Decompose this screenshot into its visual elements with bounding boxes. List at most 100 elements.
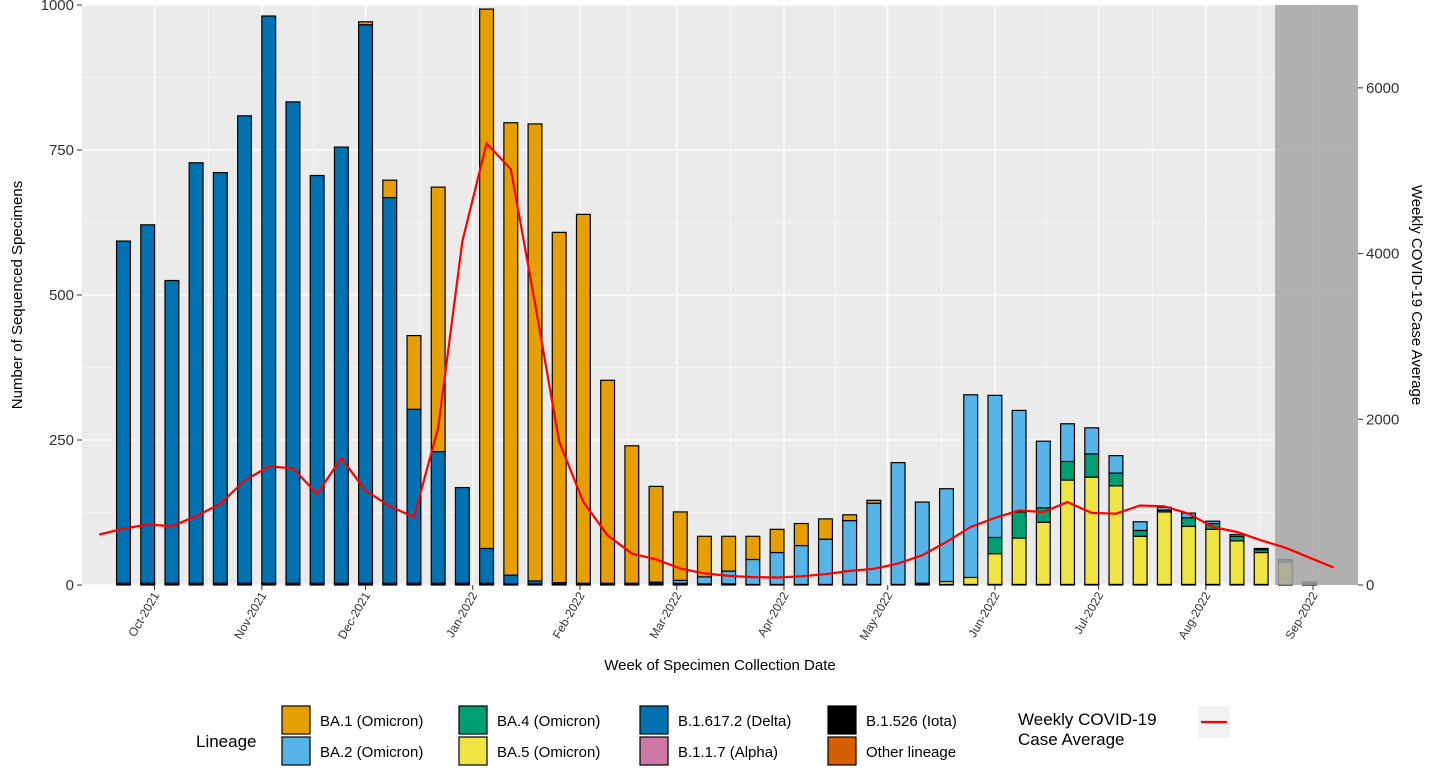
bar-segment bbox=[1060, 423, 1076, 463]
x-tick-label: Mar-2022 bbox=[647, 589, 685, 641]
bar-segment bbox=[1253, 547, 1269, 551]
bar-segment bbox=[1060, 479, 1076, 586]
bar-segment bbox=[1181, 517, 1197, 528]
bar-segment bbox=[479, 8, 495, 550]
bar-segment bbox=[1181, 525, 1197, 586]
y-axis-title: Number of Sequenced Specimens bbox=[9, 181, 26, 409]
bar-segment bbox=[721, 570, 737, 585]
bar-segment bbox=[987, 394, 1003, 539]
y-tick-label: 0 bbox=[66, 577, 74, 594]
bar-segment bbox=[600, 379, 616, 584]
x-tick-label: Jan-2022 bbox=[443, 589, 480, 640]
legend-swatch bbox=[639, 736, 669, 766]
bar-segment bbox=[1084, 453, 1100, 478]
y2-tick-label: 2000 bbox=[1366, 411, 1399, 428]
bar-segment bbox=[237, 115, 253, 584]
bar-segment bbox=[745, 558, 761, 586]
bar-segment bbox=[1253, 551, 1269, 586]
bar-segment bbox=[793, 522, 809, 547]
x-tick-label: Sep-2022 bbox=[1282, 589, 1320, 641]
bar-segment bbox=[309, 174, 325, 584]
bar-segment bbox=[1108, 455, 1124, 474]
y2-tick-label: 0 bbox=[1366, 577, 1374, 594]
bar-segment bbox=[769, 551, 785, 586]
bar-segment bbox=[866, 499, 882, 504]
bar-segment bbox=[358, 24, 374, 584]
bar-segment bbox=[1084, 476, 1100, 586]
bar-segment bbox=[1229, 540, 1245, 586]
bar-segment bbox=[938, 488, 955, 583]
y2-axis-ticks: 0 2000 4000 6000 bbox=[1358, 80, 1399, 594]
bar-segment bbox=[842, 520, 858, 586]
x-tick-label: Jul-2022 bbox=[1071, 589, 1106, 636]
bar-segment bbox=[454, 486, 470, 584]
x-tick-label: Apr-2022 bbox=[755, 589, 792, 639]
legend-label: BA.5 (Omicron) bbox=[497, 744, 600, 761]
bar-segment bbox=[696, 576, 712, 585]
y-tick-label: 500 bbox=[49, 287, 74, 304]
bar-segment bbox=[1035, 521, 1051, 586]
legend-swatch bbox=[827, 705, 857, 735]
legend-swatch bbox=[827, 736, 857, 766]
legend-line-label-part: Weekly COVID-19 bbox=[1018, 710, 1157, 729]
bar-segment bbox=[842, 514, 858, 522]
legend-label: BA.4 (Omicron) bbox=[497, 713, 600, 730]
bar-segment bbox=[285, 101, 301, 584]
legend-label: Other lineage bbox=[866, 744, 956, 761]
bar-segment bbox=[575, 213, 591, 584]
bar-segment bbox=[648, 485, 664, 583]
bar-segment bbox=[382, 196, 398, 584]
x-tick-label: Aug-2022 bbox=[1175, 589, 1213, 641]
bar-segment bbox=[817, 538, 833, 586]
bar-segment bbox=[1011, 537, 1027, 586]
bar-segment bbox=[1060, 460, 1076, 481]
legend-line-label: Weekly COVID-19 Case Average bbox=[1018, 710, 1157, 749]
bar-segment bbox=[1011, 511, 1027, 539]
x-tick-label: Dec-2021 bbox=[335, 589, 373, 641]
bar-segment bbox=[745, 535, 761, 561]
bar-segment bbox=[672, 511, 688, 581]
x-tick-label: Feb-2022 bbox=[550, 589, 588, 641]
bar-segment bbox=[358, 21, 374, 26]
bar-segment bbox=[115, 240, 132, 584]
bar-segment bbox=[696, 535, 712, 578]
y-tick-label: 250 bbox=[49, 432, 74, 449]
bar-segment bbox=[503, 122, 519, 576]
bar-segment bbox=[479, 547, 495, 584]
y-tick-label: 750 bbox=[49, 142, 74, 159]
bar-segment bbox=[1156, 511, 1172, 586]
legend-label: BA.2 (Omicron) bbox=[320, 744, 423, 761]
x-tick-label: Nov-2021 bbox=[231, 589, 269, 641]
y2-tick-label: 4000 bbox=[1366, 246, 1399, 263]
bar-segment bbox=[382, 179, 398, 199]
bar-segment bbox=[261, 15, 277, 584]
case-average-line bbox=[99, 141, 1335, 579]
bar-segment bbox=[1108, 485, 1124, 586]
bar-segment bbox=[963, 576, 979, 586]
legend-swatch bbox=[458, 736, 488, 766]
bar-segment bbox=[987, 536, 1003, 555]
legend-items: BA.1 (Omicron) BA.2 (Omicron) BA.4 (Omicro… bbox=[281, 705, 957, 766]
legend-swatch bbox=[458, 705, 488, 735]
y2-tick-label: 6000 bbox=[1366, 80, 1399, 97]
bar-segment bbox=[527, 123, 543, 582]
bar-segment bbox=[817, 518, 833, 540]
bar-segment bbox=[551, 231, 567, 584]
legend-line-label-part: Case Average bbox=[1018, 730, 1124, 749]
bar-segment bbox=[914, 501, 930, 584]
bar-segment bbox=[503, 574, 519, 585]
bar-segment bbox=[164, 279, 180, 584]
bar-segment bbox=[1108, 472, 1124, 487]
legend-label: B.1.526 (Iota) bbox=[866, 713, 957, 730]
bar-segment bbox=[1132, 521, 1148, 532]
bar-segment bbox=[188, 162, 204, 584]
shaded-region bbox=[1275, 5, 1358, 585]
legend-label: BA.1 (Omicron) bbox=[320, 713, 423, 730]
x-tick-label: Jun-2022 bbox=[965, 589, 1002, 640]
bar-segment bbox=[212, 172, 228, 584]
bar-segment bbox=[793, 544, 809, 586]
bar-segment bbox=[140, 224, 156, 584]
bar-segment bbox=[1229, 535, 1245, 542]
bar-segment bbox=[1011, 409, 1027, 513]
